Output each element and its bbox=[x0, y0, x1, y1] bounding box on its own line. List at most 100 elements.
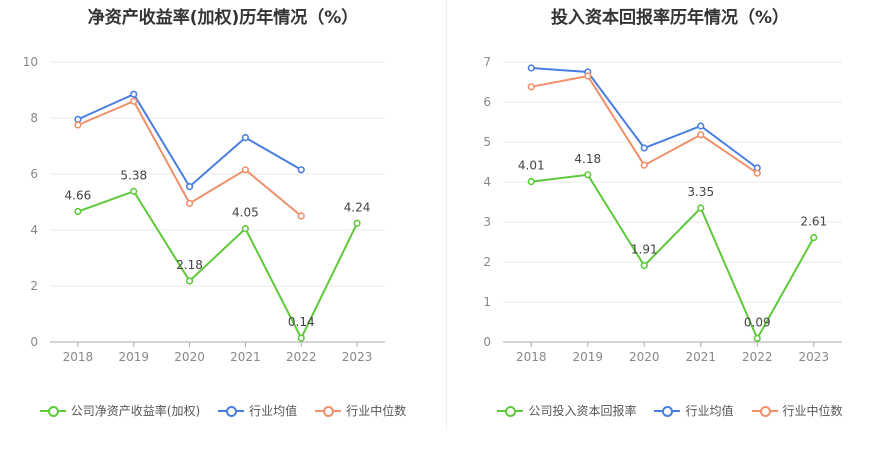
roe-series-point-1[interactable] bbox=[185, 183, 194, 191]
roic-series-point-2[interactable] bbox=[753, 169, 761, 177]
roe-legend-label-1: 行业均值 bbox=[249, 404, 298, 418]
roe-y-tick-label: 8 bbox=[30, 111, 38, 125]
roe-series-point-1[interactable] bbox=[74, 115, 82, 123]
roic-y-tick-label: 2 bbox=[483, 255, 491, 269]
roe-series-point-1[interactable] bbox=[130, 90, 138, 98]
roe-x-tick-label: 2023 bbox=[342, 350, 373, 364]
roe-line-chart: 0 2 4 6 8 10 2018 2019 2020 2021 2022 2023 4.66 5.38 2… bbox=[23, 55, 385, 364]
roe-series-point-2[interactable] bbox=[74, 121, 82, 129]
roic-legend-label-0: 公司投入资本回报率 bbox=[528, 404, 637, 418]
roe-legend-label-2: 行业中位数 bbox=[346, 404, 407, 418]
roic-y-tick-label: 5 bbox=[483, 135, 491, 149]
roe-series-line-0 bbox=[77, 190, 358, 341]
roic-data-label: 0.09 bbox=[744, 315, 771, 329]
roe-series-point-2[interactable] bbox=[297, 212, 305, 220]
roe-legend-swatch-0 bbox=[39, 405, 66, 417]
roic-series-point-0[interactable] bbox=[810, 234, 818, 242]
roic-chart-legend: 公司投入资本回报率 行业均值 行业中位数 bbox=[447, 402, 893, 419]
roic-legend-swatch-0 bbox=[497, 405, 524, 417]
roe-series-point-1[interactable] bbox=[297, 166, 305, 174]
roic-legend-swatch-2 bbox=[751, 405, 778, 417]
roe-legend-label-0: 公司净资产收益率(加权) bbox=[70, 404, 201, 418]
roic-series-point-0[interactable] bbox=[584, 171, 592, 179]
roe-legend-item-1[interactable]: 行业均值 bbox=[218, 402, 297, 419]
roe-series-point-0[interactable] bbox=[241, 225, 250, 233]
roe-data-label: 4.66 bbox=[65, 189, 92, 203]
roe-series-line-1 bbox=[77, 92, 302, 189]
roe-series-point-2[interactable] bbox=[130, 97, 138, 105]
roic-series-point-2[interactable] bbox=[640, 161, 648, 169]
roe-data-label: 4.24 bbox=[344, 200, 371, 214]
roic-data-label: 2.61 bbox=[800, 215, 827, 229]
roe-chart-title: 净资产收益率(加权)历年情况（%） bbox=[87, 8, 359, 28]
roic-data-label: 3.35 bbox=[687, 185, 714, 199]
roic-series-point-2[interactable] bbox=[527, 83, 535, 91]
roe-chart-legend: 公司净资产收益率(加权) 行业均值 行业中位数 bbox=[0, 402, 446, 419]
roic-series-point-0[interactable] bbox=[697, 204, 705, 212]
roe-series-point-2[interactable] bbox=[241, 166, 250, 174]
roic-legend-item-2[interactable]: 行业中位数 bbox=[751, 402, 843, 419]
roe-y-tick-label: 2 bbox=[30, 279, 38, 293]
panel-divider bbox=[446, 0, 447, 430]
roic-legend-item-0[interactable]: 公司投入资本回报率 bbox=[497, 402, 636, 419]
roe-legend-item-0[interactable]: 公司净资产收益率(加权) bbox=[39, 402, 201, 419]
roic-series-line-0 bbox=[531, 173, 815, 341]
roe-x-tick-label: 2018 bbox=[63, 350, 94, 364]
roe-series-point-0[interactable] bbox=[185, 277, 194, 285]
roic-data-label: 4.01 bbox=[518, 159, 545, 173]
roic-series-line-1 bbox=[531, 67, 758, 169]
roic-chart-panel: 投入资本回报率历年情况（%） 0 1 2 3 4 5 6 7 2018 2019 2020 2021 2… bbox=[447, 0, 893, 458]
roic-x-tick-label: 2020 bbox=[629, 350, 660, 364]
roic-y-tick-label: 6 bbox=[483, 95, 491, 109]
roe-data-label: 4.05 bbox=[232, 206, 259, 220]
roic-series-point-1[interactable] bbox=[697, 122, 705, 130]
roe-y-tick-label: 10 bbox=[23, 55, 38, 69]
roic-series-point-0[interactable] bbox=[527, 178, 535, 186]
roic-series-line-2 bbox=[531, 74, 758, 175]
roic-y-tick-label: 3 bbox=[483, 215, 491, 229]
roe-series-point-1[interactable] bbox=[241, 134, 250, 142]
roe-y-tick-label: 0 bbox=[30, 335, 38, 349]
roic-series-point-0[interactable] bbox=[640, 262, 648, 270]
roe-series-point-0[interactable] bbox=[353, 219, 361, 227]
roic-x-tick-label: 2022 bbox=[742, 350, 773, 364]
roe-x-tick-label: 2021 bbox=[230, 350, 261, 364]
roic-legend-item-1[interactable]: 行业均值 bbox=[654, 402, 734, 419]
roic-y-tick-label: 7 bbox=[483, 55, 491, 69]
roic-legend-label-1: 行业均值 bbox=[685, 404, 734, 418]
roe-y-tick-label: 6 bbox=[30, 167, 38, 181]
roe-x-tick-label: 2022 bbox=[286, 350, 317, 364]
roe-legend-swatch-2 bbox=[315, 405, 342, 417]
roe-x-tick-label: 2019 bbox=[118, 350, 149, 364]
roe-y-tick-label: 4 bbox=[30, 223, 38, 237]
roe-legend-swatch-1 bbox=[218, 405, 245, 417]
roic-y-tick-label: 0 bbox=[483, 335, 491, 349]
roe-series-point-0[interactable] bbox=[297, 334, 305, 342]
roic-series-point-1[interactable] bbox=[527, 64, 535, 72]
roic-y-tick-label: 4 bbox=[483, 175, 491, 189]
roic-chart-title: 投入资本回报率历年情况（%） bbox=[550, 8, 790, 28]
roic-legend-swatch-1 bbox=[654, 405, 681, 417]
roic-x-tick-label: 2021 bbox=[685, 350, 716, 364]
roic-series-point-2[interactable] bbox=[697, 131, 705, 139]
roic-data-label: 1.91 bbox=[631, 243, 658, 257]
roe-legend-item-2[interactable]: 行业中位数 bbox=[315, 402, 406, 419]
roic-line-chart: 0 1 2 3 4 5 6 7 2018 2019 2020 2021 2022 2023 4.01 4.18… bbox=[483, 55, 842, 364]
roe-series-point-2[interactable] bbox=[185, 199, 194, 207]
roe-x-tick-label: 2020 bbox=[174, 350, 205, 364]
roic-x-tick-label: 2023 bbox=[798, 350, 829, 364]
roe-chart-panel: 净资产收益率(加权)历年情况（%） 0 2 4 6 8 10 2018 2019 2020 202… bbox=[0, 0, 446, 458]
roic-x-tick-label: 2019 bbox=[572, 350, 603, 364]
roe-data-label: 0.14 bbox=[288, 315, 315, 329]
roic-y-tick-label: 1 bbox=[483, 295, 491, 309]
roic-x-tick-label: 2018 bbox=[516, 350, 547, 364]
roe-data-label: 2.18 bbox=[176, 258, 203, 272]
roic-series-point-1[interactable] bbox=[640, 144, 648, 152]
roe-series-point-0[interactable] bbox=[74, 207, 82, 216]
roic-series-point-0[interactable] bbox=[753, 334, 761, 343]
roic-data-label: 4.18 bbox=[574, 152, 601, 166]
roic-series-point-2[interactable] bbox=[584, 72, 592, 80]
roic-legend-label-2: 行业中位数 bbox=[782, 404, 843, 418]
roe-series-point-0[interactable] bbox=[130, 187, 138, 195]
roe-data-label: 5.38 bbox=[120, 168, 147, 182]
